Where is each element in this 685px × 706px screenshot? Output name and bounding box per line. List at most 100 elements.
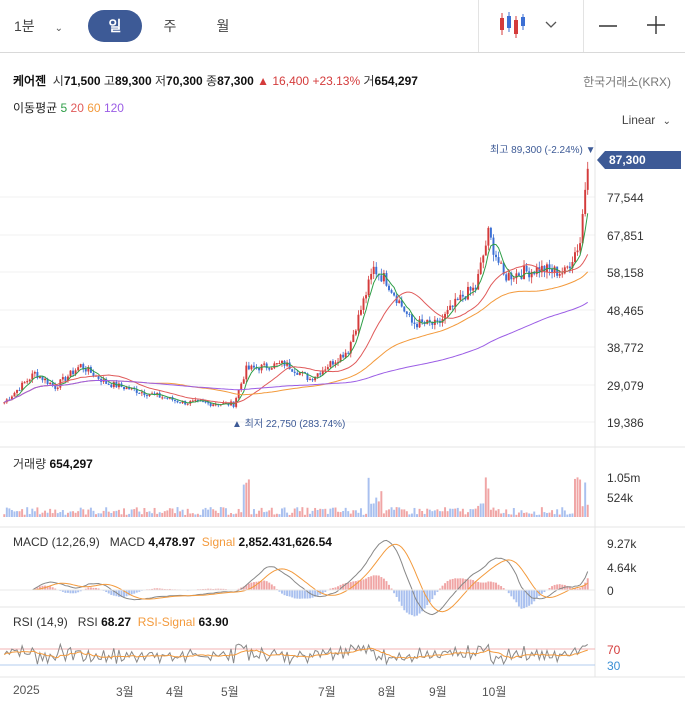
- macd-histogram-bar: [520, 590, 523, 609]
- badge-shape: [597, 151, 681, 169]
- volume-bar: [545, 513, 548, 517]
- chart-type-dropdown[interactable]: [497, 10, 567, 42]
- zoom-in-button[interactable]: [645, 14, 667, 36]
- macd-histogram-bar: [436, 590, 439, 592]
- macd-histogram-bar: [566, 585, 569, 591]
- candle-body: [278, 363, 281, 365]
- macd-histogram-bar: [347, 582, 350, 591]
- macd-histogram-bar: [158, 588, 161, 591]
- volume-bar: [512, 508, 515, 517]
- candle-body: [444, 313, 447, 320]
- candle-body: [525, 265, 528, 272]
- candle-body: [288, 362, 291, 370]
- candle-body: [505, 274, 508, 281]
- macd-histogram-bar: [487, 581, 490, 591]
- macd-tick: 4.64k: [607, 561, 637, 575]
- scale-dropdown[interactable]: Linear ⌄: [622, 113, 671, 127]
- volume-bar: [342, 510, 345, 517]
- volume-bar: [500, 513, 503, 517]
- candle-body: [110, 384, 113, 388]
- volume-bar: [194, 514, 197, 517]
- candle-body: [33, 372, 36, 374]
- macd-histogram-bar: [489, 581, 492, 591]
- macd-histogram-bar: [359, 580, 362, 591]
- volume-bar: [174, 513, 176, 517]
- candle-body: [38, 376, 41, 378]
- macd-value: 4,478.97: [148, 535, 196, 549]
- volume-bar: [21, 509, 24, 517]
- candle-body: [128, 387, 131, 390]
- x-tick: 10월: [482, 685, 507, 699]
- volume-bar: [423, 513, 426, 517]
- interval-dropdown[interactable]: 1분 ⌄: [14, 10, 74, 42]
- macd-histogram-bar: [123, 590, 125, 597]
- volume-bar: [31, 508, 34, 517]
- candle-body: [135, 388, 138, 393]
- candle-body: [349, 342, 352, 354]
- macd-histogram-bar: [354, 581, 357, 591]
- candle-body: [46, 378, 49, 385]
- macd-histogram-bar: [403, 590, 406, 611]
- candle-body: [92, 372, 95, 377]
- volume-bar: [398, 507, 401, 517]
- ma-120: 120: [103, 101, 124, 115]
- ma-5: 5: [60, 101, 68, 115]
- macd-histogram-bar: [339, 584, 342, 591]
- volume-bar: [168, 508, 171, 517]
- volume-bar: [321, 509, 324, 517]
- candle-body: [413, 322, 416, 324]
- volume-bar: [586, 504, 589, 517]
- volume-bar: [551, 510, 554, 517]
- candle-body: [181, 400, 184, 404]
- macd-signal-value: 2,852.431,626.54: [238, 535, 332, 549]
- volume-bar: [166, 510, 169, 517]
- candle-body: [82, 364, 85, 369]
- candle-body: [13, 392, 16, 397]
- macd-histogram-bar: [51, 587, 54, 591]
- zoom-out-button[interactable]: [597, 16, 619, 36]
- volume-bar: [571, 513, 574, 517]
- candle-body: [510, 273, 513, 280]
- candle-body: [553, 266, 556, 273]
- candle-body: [89, 367, 92, 373]
- volume-bar: [263, 512, 266, 517]
- volume-bar: [380, 491, 383, 517]
- volume-bar: [92, 510, 95, 517]
- macd-histogram-bar: [95, 587, 97, 591]
- candle-body: [117, 383, 120, 388]
- candle-body: [174, 399, 176, 401]
- tab-month[interactable]: 월: [216, 18, 230, 34]
- volume-bar: [538, 514, 541, 517]
- macd-histogram-bar: [66, 590, 69, 593]
- volume-bar: [309, 513, 311, 517]
- tab-day[interactable]: 일: [88, 10, 142, 42]
- macd-histogram-bar: [416, 590, 418, 616]
- volume-bar: [344, 507, 347, 517]
- candle-body: [385, 273, 388, 286]
- volume-bar: [270, 507, 273, 517]
- volume-bar: [438, 511, 441, 517]
- candle-body: [431, 322, 434, 325]
- macd-histogram-bar: [92, 587, 95, 591]
- moving-average-legend[interactable]: 이동평균 5 20 60 120: [13, 99, 124, 116]
- candle-body: [477, 273, 480, 290]
- volume-bar: [196, 513, 199, 517]
- tab-week[interactable]: 주: [163, 18, 177, 34]
- candle-body: [517, 273, 520, 276]
- volume-bar: [382, 513, 385, 517]
- candle-body: [472, 287, 475, 291]
- candle-body: [143, 392, 146, 396]
- candle-body: [311, 379, 314, 381]
- candle-body: [382, 273, 385, 282]
- candle-body: [252, 365, 255, 368]
- candle-body: [275, 363, 278, 365]
- macd-histogram-bar: [553, 584, 556, 591]
- price-tick: 38,772: [607, 341, 644, 355]
- price-tick: 48,465: [607, 304, 644, 318]
- candle-body: [556, 266, 559, 276]
- candle-body: [250, 365, 253, 370]
- candle-body: [337, 361, 340, 363]
- macd-histogram-bar: [474, 581, 477, 591]
- candle-body: [446, 310, 449, 314]
